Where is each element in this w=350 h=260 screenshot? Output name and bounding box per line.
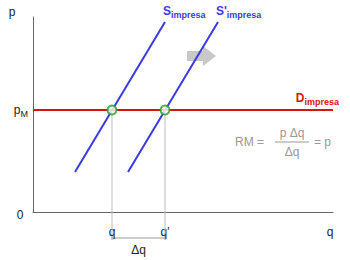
svg-text:impresa: impresa (227, 10, 263, 20)
svg-text:= p: = p (314, 135, 331, 149)
svg-text:p: p (14, 103, 21, 117)
svg-text:impresa: impresa (304, 97, 340, 107)
svg-text:p Δq: p Δq (280, 126, 305, 140)
svg-text:p: p (9, 5, 16, 19)
svg-text:0: 0 (17, 208, 24, 222)
svg-text:S': S' (216, 4, 227, 18)
svg-text:Δq: Δq (131, 243, 146, 257)
svg-text:M: M (21, 109, 29, 119)
svg-text:RM =: RM = (235, 135, 264, 149)
svg-text:q: q (108, 225, 116, 239)
svg-text:impresa: impresa (171, 10, 207, 20)
svg-text:Δq: Δq (285, 145, 300, 159)
svg-text:S: S (163, 4, 171, 18)
svg-text:q': q' (160, 225, 170, 239)
svg-text:q: q (327, 225, 334, 239)
svg-text:D: D (296, 91, 305, 105)
